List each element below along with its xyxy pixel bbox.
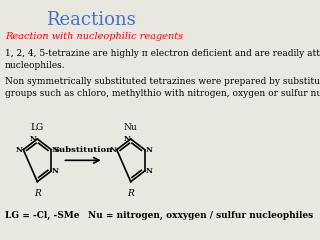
Text: Non symmetrically substituted tetrazines were prepared by substitution of leavin: Non symmetrically substituted tetrazines… <box>5 77 320 98</box>
Text: Nu = nitrogen, oxxygen / sulfur nucleophiles: Nu = nitrogen, oxxygen / sulfur nucleoph… <box>88 211 313 220</box>
Text: Reactions: Reactions <box>46 11 136 29</box>
Text: N: N <box>109 146 116 154</box>
Text: LG: LG <box>31 123 44 132</box>
Text: Nu: Nu <box>124 123 138 132</box>
Text: N: N <box>145 167 152 175</box>
Text: N: N <box>52 167 59 175</box>
Text: N: N <box>30 135 37 143</box>
Text: N: N <box>52 146 59 154</box>
Text: LG = -Cl, -SMe: LG = -Cl, -SMe <box>5 211 79 220</box>
Text: Reaction with nucleophilic reagents: Reaction with nucleophilic reagents <box>5 32 183 41</box>
Text: R: R <box>127 189 134 198</box>
Text: N: N <box>123 135 130 143</box>
Text: R: R <box>34 189 41 198</box>
Text: N: N <box>16 146 23 154</box>
Text: Substitution: Substitution <box>53 146 113 154</box>
Text: N: N <box>145 146 152 154</box>
Text: 1, 2, 4, 5-tetrazine are highly π electron deficient and are readily attacked by: 1, 2, 4, 5-tetrazine are highly π electr… <box>5 49 320 70</box>
